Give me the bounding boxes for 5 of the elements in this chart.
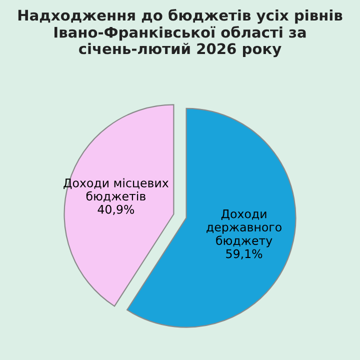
data-label: 59,1% bbox=[226, 249, 262, 260]
slice-label: Доходи державного бюджету bbox=[206, 210, 282, 248]
chart-title: Надходження до бюджетів усіх рівнів Івано-Франківської області за січень-лютий 2026 року bbox=[18, 9, 342, 58]
slice-label: Доходи місцевих бюджетів bbox=[64, 178, 168, 202]
data-label: 40,9% bbox=[98, 204, 134, 216]
